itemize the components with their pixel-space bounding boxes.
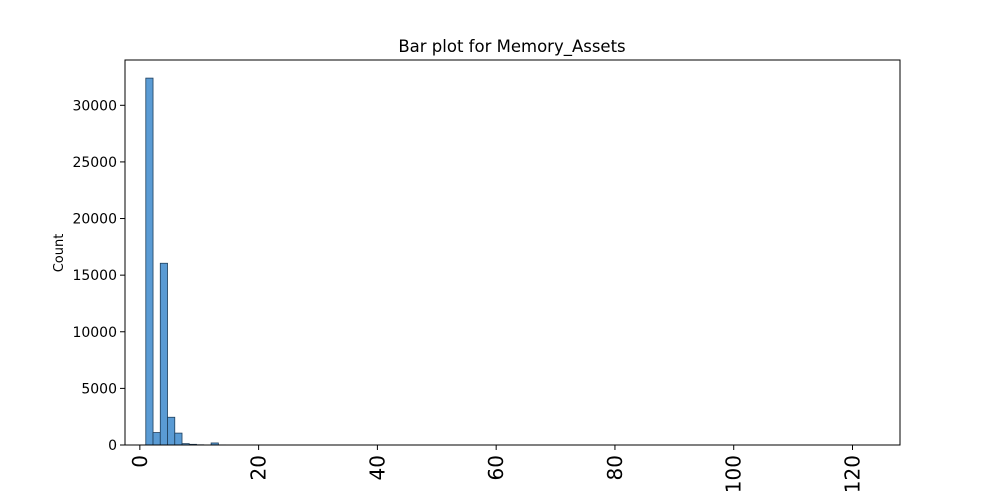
y-tick-label: 30000 (72, 98, 117, 114)
histogram-bar (159, 262, 168, 446)
y-tick-label: 10000 (72, 325, 117, 341)
plot-frame (124, 59, 901, 446)
y-axis-label: Count (52, 234, 67, 273)
histogram-bar (167, 416, 176, 446)
y-tick-label: 15000 (72, 268, 117, 284)
x-axis: 0 20 40 60 80 100 120 (128, 445, 864, 493)
x-tick-label: 120 (840, 455, 864, 493)
y-axis: 0 5000 10000 15000 20000 25000 30000 (72, 98, 125, 454)
chart-title: Bar plot for Memory_Assets (398, 37, 625, 57)
y-tick-label: 5000 (81, 381, 117, 397)
y-tick-label: 20000 (72, 212, 117, 228)
histogram-bar (152, 432, 161, 446)
bars-group (145, 77, 227, 446)
x-tick-label: 60 (484, 455, 508, 480)
x-tick-label: 0 (128, 455, 152, 468)
x-tick-label: 40 (365, 455, 389, 480)
x-tick-label: 100 (722, 455, 746, 493)
x-tick-label: 20 (247, 455, 271, 480)
histogram-bar (145, 77, 154, 446)
y-tick-label: 0 (108, 438, 117, 454)
y-tick-label: 25000 (72, 155, 117, 171)
histogram-bar (174, 432, 183, 446)
x-tick-label: 80 (603, 455, 627, 480)
